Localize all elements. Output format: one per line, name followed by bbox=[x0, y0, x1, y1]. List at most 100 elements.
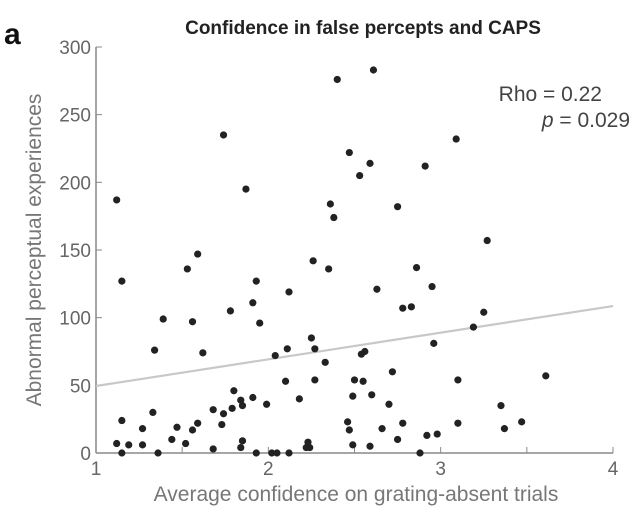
axes: 0 50 100 150 200 250 300 1 2 3 4 bbox=[59, 38, 618, 480]
data-point bbox=[285, 288, 293, 296]
data-point bbox=[309, 257, 317, 265]
data-point bbox=[252, 449, 260, 457]
data-point bbox=[304, 438, 312, 446]
data-point bbox=[480, 308, 488, 316]
data-point bbox=[330, 213, 338, 222]
data-point bbox=[237, 396, 245, 404]
panel-label: a bbox=[4, 18, 21, 51]
data-point bbox=[345, 426, 353, 434]
data-point bbox=[268, 449, 276, 457]
data-point bbox=[385, 400, 393, 408]
data-point bbox=[349, 441, 357, 449]
data-point bbox=[373, 285, 381, 293]
data-point bbox=[285, 449, 293, 457]
data-point bbox=[345, 148, 353, 157]
data-point bbox=[359, 377, 367, 385]
data-point bbox=[333, 75, 341, 84]
data-point bbox=[242, 185, 250, 193]
data-point bbox=[349, 392, 357, 400]
data-point bbox=[183, 265, 191, 273]
x-tick-label: 1 bbox=[91, 459, 102, 480]
y-tick-label: 50 bbox=[70, 376, 91, 397]
data-point bbox=[344, 418, 352, 426]
data-point bbox=[378, 425, 386, 433]
data-point bbox=[149, 408, 157, 416]
data-point bbox=[412, 263, 421, 272]
data-point bbox=[326, 200, 334, 208]
data-point bbox=[125, 441, 133, 449]
data-point bbox=[273, 449, 281, 457]
data-point bbox=[118, 416, 126, 425]
data-point bbox=[237, 443, 245, 452]
fit-line-group bbox=[95, 304, 614, 388]
data-point bbox=[430, 339, 438, 347]
data-point bbox=[483, 236, 491, 245]
data-point bbox=[542, 372, 550, 380]
y-tick-label: 100 bbox=[59, 309, 91, 330]
x-tick-label: 3 bbox=[435, 459, 446, 480]
data-point bbox=[252, 277, 260, 285]
data-point bbox=[199, 349, 207, 357]
data-point bbox=[188, 426, 197, 434]
data-point bbox=[182, 439, 190, 448]
data-point bbox=[421, 162, 429, 170]
data-point bbox=[393, 203, 402, 211]
data-point bbox=[500, 425, 509, 433]
x-axis-label: Average confidence on grating-absent tri… bbox=[154, 483, 559, 506]
data-point bbox=[454, 419, 462, 427]
data-point bbox=[209, 445, 217, 453]
x-tick-label: 2 bbox=[263, 459, 274, 480]
data-point bbox=[452, 135, 460, 143]
data-point bbox=[228, 404, 236, 412]
data-point bbox=[433, 430, 441, 438]
data-point bbox=[388, 368, 397, 376]
data-point bbox=[306, 443, 314, 452]
data-point bbox=[219, 131, 228, 139]
data-point bbox=[118, 449, 126, 457]
data-point bbox=[188, 318, 197, 326]
data-point bbox=[118, 277, 126, 285]
data-point bbox=[256, 319, 264, 327]
data-point bbox=[423, 431, 431, 440]
data-point bbox=[399, 419, 407, 427]
p-value: = 0.029 bbox=[554, 109, 630, 132]
rho-annotation: Rho = 0.22 bbox=[499, 83, 602, 106]
data-point bbox=[249, 393, 257, 402]
data-point bbox=[416, 449, 424, 457]
data-point bbox=[238, 437, 247, 445]
data-point bbox=[311, 376, 319, 384]
data-point bbox=[281, 377, 290, 385]
y-tick-label: 200 bbox=[59, 173, 91, 194]
y-tick-label: 250 bbox=[59, 106, 91, 127]
data-point bbox=[428, 282, 436, 291]
data-point bbox=[168, 435, 176, 444]
data-point bbox=[407, 303, 415, 311]
data-point bbox=[325, 265, 333, 273]
data-point bbox=[311, 345, 319, 353]
data-point bbox=[356, 171, 364, 180]
data-point bbox=[263, 400, 271, 408]
data-point bbox=[361, 347, 369, 356]
regression-line bbox=[95, 304, 614, 388]
data-point bbox=[369, 66, 378, 74]
data-point bbox=[218, 420, 226, 429]
data-point bbox=[454, 376, 462, 384]
p-annotation: p = 0.029 bbox=[541, 109, 630, 132]
x-tick-label: 4 bbox=[608, 459, 619, 480]
data-point bbox=[194, 419, 202, 427]
data-point bbox=[283, 345, 291, 353]
data-point bbox=[138, 441, 147, 449]
data-point bbox=[150, 346, 159, 354]
data-point bbox=[138, 425, 147, 433]
data-point bbox=[393, 435, 402, 444]
points-group bbox=[113, 66, 550, 457]
data-point bbox=[113, 439, 121, 448]
data-point bbox=[173, 423, 181, 431]
data-point bbox=[368, 391, 376, 399]
data-point bbox=[219, 410, 228, 418]
y-axis-label: Abnormal perceptual experiences bbox=[23, 94, 46, 407]
data-point bbox=[366, 159, 374, 167]
data-point bbox=[209, 406, 217, 414]
data-point bbox=[295, 395, 303, 403]
